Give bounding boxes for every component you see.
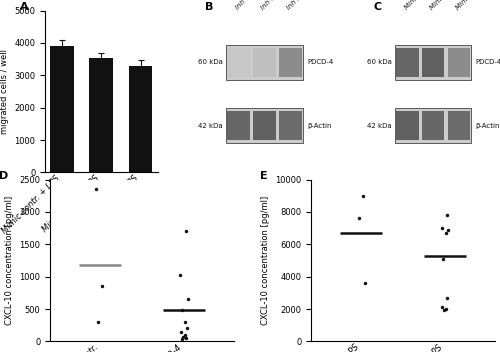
- Text: Inh miR21-3p: Inh miR21-3p: [260, 0, 298, 11]
- Text: β-Actin: β-Actin: [476, 122, 500, 128]
- Text: E: E: [260, 171, 268, 181]
- Bar: [279, 111, 301, 140]
- Bar: [129, 65, 152, 172]
- Bar: [395, 45, 471, 80]
- Bar: [227, 111, 250, 140]
- Bar: [448, 111, 470, 140]
- Text: 60 kDa: 60 kDa: [198, 59, 223, 65]
- Text: PDCD-4: PDCD-4: [307, 59, 334, 65]
- Y-axis label: CXCL-10 concentration [pg/ml]: CXCL-10 concentration [pg/ml]: [260, 196, 270, 325]
- Bar: [253, 111, 276, 140]
- Text: 60 kDa: 60 kDa: [366, 59, 392, 65]
- Text: Mimic miR21-3p: Mimic miR21-3p: [429, 0, 474, 11]
- Text: C: C: [374, 2, 382, 12]
- Bar: [227, 48, 250, 77]
- Bar: [90, 57, 113, 172]
- Y-axis label: migrated cells / well: migrated cells / well: [0, 49, 8, 134]
- Text: Inh miR21-5p: Inh miR21-5p: [286, 0, 324, 11]
- Text: D: D: [0, 171, 8, 181]
- Y-axis label: CXCL-10 concentration [pg/ml]: CXCL-10 concentration [pg/ml]: [4, 196, 14, 325]
- Bar: [253, 48, 276, 77]
- Bar: [226, 108, 302, 143]
- Bar: [448, 48, 470, 77]
- Text: PDCD-4: PDCD-4: [476, 59, 500, 65]
- Text: 42 kDa: 42 kDa: [367, 122, 392, 128]
- Bar: [50, 46, 74, 172]
- Bar: [226, 45, 302, 80]
- Text: 42 kDa: 42 kDa: [198, 122, 223, 128]
- Text: A: A: [20, 2, 29, 12]
- Bar: [279, 48, 301, 77]
- Text: Mimic contr.: Mimic contr.: [403, 0, 438, 11]
- Bar: [422, 111, 444, 140]
- Text: Inh contr.: Inh contr.: [234, 0, 262, 11]
- Bar: [422, 48, 444, 77]
- Bar: [396, 111, 418, 140]
- Text: B: B: [205, 2, 213, 12]
- Text: Mimic miR21-5p: Mimic miR21-5p: [455, 0, 500, 11]
- Bar: [395, 108, 471, 143]
- Bar: [396, 48, 418, 77]
- Text: β-Actin: β-Actin: [307, 122, 332, 128]
